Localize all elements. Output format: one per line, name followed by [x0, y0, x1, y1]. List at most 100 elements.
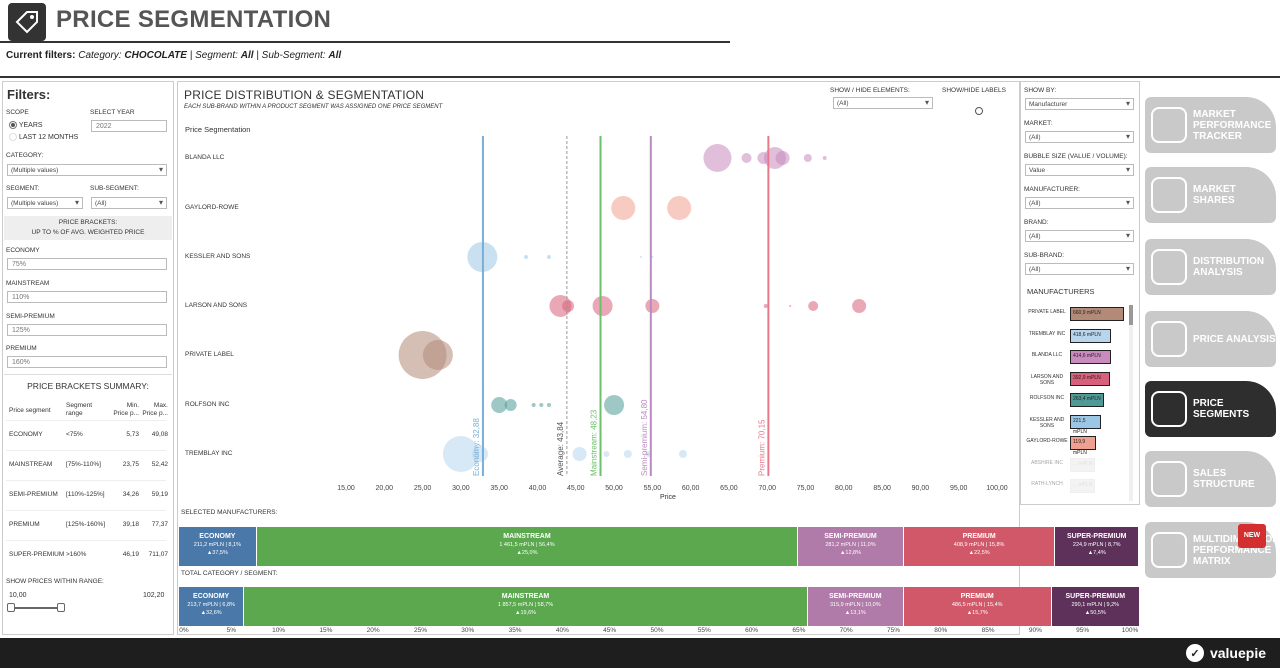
- show-by-dropdown[interactable]: Manufacturer: [1025, 98, 1134, 110]
- category-dropdown[interactable]: (Multiple values): [7, 164, 167, 176]
- segment-growth: ▲13,1%: [844, 610, 866, 616]
- segment-dropdown[interactable]: (Multiple values): [7, 197, 83, 209]
- summary-row: SUPER-PREMIUM >160% 46,19 711,07: [6, 540, 168, 568]
- manufacturer-item[interactable]: TREMBLAY INC 418,6 mPLN: [1025, 327, 1129, 347]
- nav-market-shares[interactable]: MARKET SHARES: [1145, 167, 1276, 223]
- segment-bar-economy[interactable]: ECONOMY 213,7 mPLN | 6,8% ▲32,6%: [179, 587, 244, 626]
- segment-bar-mainstream[interactable]: MAINSTREAM 1 857,5 mPLN | 58,7% ▲19,6%: [244, 587, 807, 626]
- manufacturers-scroll-thumb[interactable]: [1129, 305, 1133, 325]
- bubble-private-label[interactable]: [422, 340, 453, 370]
- bubble-gaylord-rowe[interactable]: [667, 196, 692, 220]
- manufacturer-item[interactable]: LARSON AND SONS 392,9 mPLN: [1025, 370, 1129, 390]
- bubble-blanda-llc[interactable]: [803, 154, 812, 162]
- scope-years-radio[interactable]: YEARS: [9, 121, 43, 129]
- summary-cell: MAINSTREAM: [9, 461, 53, 468]
- bubble-kessler-and-sons[interactable]: [639, 256, 642, 258]
- range-slider-track[interactable]: [10, 607, 62, 609]
- segment-bar-semi-premium[interactable]: SEMI-PREMIUM 315,9 mPLN | 10,0% ▲13,1%: [807, 587, 903, 626]
- manufacturer-dropdown[interactable]: (All): [1025, 197, 1134, 209]
- show-labels-toggle[interactable]: [975, 107, 983, 115]
- segment-label: SEGMENT:: [6, 185, 40, 192]
- manufacturer-item[interactable]: KESSLER AND SONS 221,5 mPLN: [1025, 413, 1129, 435]
- bubble-kessler-and-sons[interactable]: [546, 255, 551, 259]
- mainstream-input[interactable]: 110%: [7, 291, 167, 303]
- segment-bar-economy[interactable]: ECONOMY 211,2 mPLN | 8,1% ▲37,5%: [179, 527, 256, 566]
- mainstream-label: MAINSTREAM: [6, 280, 50, 287]
- bubble-rolfson-inc[interactable]: [546, 403, 551, 407]
- manufacturer-item[interactable]: ROLFSON INC 263,4 mPLN: [1025, 391, 1129, 411]
- nav-sales-structure[interactable]: SALES STRUCTURE: [1145, 451, 1276, 507]
- brand-dropdown[interactable]: (All): [1025, 230, 1134, 242]
- segment-growth: ▲32,6%: [200, 610, 222, 616]
- bubble-blanda-llc[interactable]: [822, 156, 827, 160]
- brand-logo: ✓ valuepie: [1185, 644, 1266, 662]
- bubble-rolfson-inc[interactable]: [539, 403, 544, 407]
- bubble-size-dropdown[interactable]: Value: [1025, 164, 1134, 176]
- bubble-tremblay-inc[interactable]: [603, 451, 610, 457]
- bubble-larson-and-sons[interactable]: [645, 299, 660, 313]
- market-dropdown[interactable]: (All): [1025, 131, 1134, 143]
- range-slider-max-handle[interactable]: [57, 603, 65, 612]
- bubble-blanda-llc[interactable]: [741, 153, 752, 163]
- manufacturer-item[interactable]: BLANDA LLC 414,6 mPLN: [1025, 348, 1129, 368]
- bubble-larson-and-sons[interactable]: [763, 304, 768, 308]
- bubble-size-label: BUBBLE SIZE (VALUE / VOLUME):: [1024, 153, 1128, 160]
- bubble-larson-and-sons[interactable]: [808, 301, 819, 311]
- summary-row: SEMI-PREMIUM [110%-125%] 34,26 59,19: [6, 480, 168, 508]
- segment-bar-mainstream[interactable]: MAINSTREAM 1 461,5 mPLN | 56,4% ▲25,0%: [256, 527, 798, 566]
- bubble-rolfson-inc[interactable]: [491, 397, 508, 413]
- manufacturers-scrollbar[interactable]: [1129, 305, 1133, 501]
- nav-price-segments[interactable]: PRICE SEGMENTS: [1145, 381, 1276, 437]
- nav-market-performance-tracker[interactable]: MARKET PERFORMANCE TRACKER: [1145, 97, 1276, 153]
- manufacturer-value-bar: 392,9 mPLN: [1070, 371, 1111, 386]
- segment-name: ECONOMY: [199, 533, 236, 540]
- nav-distribution-analysis[interactable]: DISTRIBUTION ANALYSIS: [1145, 239, 1276, 295]
- subbrand-dropdown[interactable]: (All): [1025, 263, 1134, 275]
- manufacturer-item[interactable]: RATH-LYNCH ... mPLN: [1025, 477, 1129, 497]
- nav-price-analysis[interactable]: PRICE ANALYSIS: [1145, 311, 1276, 367]
- subsegment-filter-value: All: [328, 50, 342, 61]
- segment-detail: 408,9 mPLN | 15,8%: [953, 542, 1005, 548]
- segment-bar-super-premium[interactable]: SUPER-PREMIUM 224,9 mPLN | 8,7% ▲7,4%: [1055, 527, 1138, 566]
- manufacturer-item[interactable]: ABSHIRE INC ... mPLN: [1025, 456, 1129, 476]
- economy-input[interactable]: 75%: [7, 258, 167, 270]
- manufacturer-value-bar: 119,9 mPLN: [1070, 436, 1097, 456]
- scope-l12-label: LAST 12 MONTHS: [18, 133, 79, 141]
- segment-bar-premium[interactable]: PREMIUM 408,9 mPLN | 15,8% ▲22,5%: [903, 527, 1055, 566]
- summary-cell: <75%: [66, 431, 83, 438]
- year-label: SELECT YEAR: [90, 109, 135, 116]
- bubble-rolfson-inc[interactable]: [504, 399, 517, 411]
- bubble-rolfson-inc[interactable]: [531, 403, 536, 407]
- segment-bar-super-premium[interactable]: SUPER-PREMIUM 290,1 mPLN | 9,2% ▲50,5%: [1051, 587, 1139, 626]
- bubble-tremblay-inc[interactable]: [442, 436, 479, 472]
- premium-input[interactable]: 160%: [7, 356, 167, 368]
- manufacturer-item[interactable]: GAYLORD-ROWE 119,9 mPLN: [1025, 434, 1129, 456]
- bubble-larson-and-sons[interactable]: [852, 299, 867, 313]
- show-hide-dropdown[interactable]: (All): [833, 97, 933, 109]
- bubble-larson-and-sons[interactable]: [562, 300, 575, 312]
- bubble-rolfson-inc[interactable]: [604, 395, 625, 415]
- range-slider-min-handle[interactable]: [7, 603, 15, 612]
- bubble-larson-and-sons[interactable]: [789, 305, 792, 307]
- bubble-larson-and-sons[interactable]: [592, 296, 613, 316]
- bubble-tremblay-inc[interactable]: [472, 446, 489, 462]
- bubble-kessler-and-sons[interactable]: [523, 255, 528, 259]
- bubble-tremblay-inc[interactable]: [623, 450, 632, 458]
- bubble-kessler-and-sons[interactable]: [651, 256, 654, 258]
- manufacturer-item[interactable]: PRIVATE LABEL 660,9 mPLN: [1025, 305, 1129, 325]
- bubble-gaylord-rowe[interactable]: [611, 196, 636, 220]
- reference-line-label: Economy: 32,88: [472, 418, 481, 476]
- bubble-tremblay-inc[interactable]: [678, 450, 687, 458]
- scope-l12-radio[interactable]: LAST 12 MONTHS: [9, 133, 78, 141]
- year-input[interactable]: 2022: [91, 120, 167, 132]
- bubble-blanda-llc[interactable]: [775, 151, 790, 165]
- subsegment-dropdown[interactable]: (All): [91, 197, 167, 209]
- bubble-tremblay-inc[interactable]: [572, 447, 587, 461]
- nav-label: MARKET PERFORMANCE TRACKER: [1193, 108, 1272, 142]
- segment-bar-semi-premium[interactable]: SEMI-PREMIUM 281,2 mPLN | 11,0% ▲12,8%: [798, 527, 903, 566]
- reference-line-label: Semi-premium: 54,80: [640, 399, 649, 476]
- segment-bar-premium[interactable]: PREMIUM 486,5 mPLN | 15,4% ▲15,7%: [903, 587, 1051, 626]
- percent-tick: 45%: [603, 627, 617, 634]
- semipremium-input[interactable]: 125%: [7, 324, 167, 336]
- bubble-blanda-llc[interactable]: [703, 144, 732, 172]
